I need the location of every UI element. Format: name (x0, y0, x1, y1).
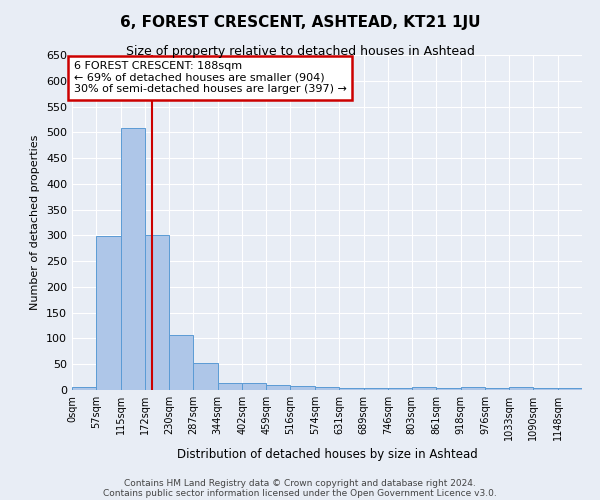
Text: Size of property relative to detached houses in Ashtead: Size of property relative to detached ho… (125, 45, 475, 58)
Bar (193, 363, 218, 390)
Bar (72, 388, 96, 390)
Bar (558, 388, 582, 390)
Text: Contains public sector information licensed under the Open Government Licence v3: Contains public sector information licen… (103, 488, 497, 498)
Bar (533, 388, 558, 390)
Bar (339, 388, 364, 390)
Bar (121, 128, 145, 390)
Text: Contains HM Land Registry data © Crown copyright and database right 2024.: Contains HM Land Registry data © Crown c… (124, 478, 476, 488)
Bar (388, 388, 412, 390)
Bar (96, 236, 121, 390)
Bar (266, 386, 290, 390)
Bar (242, 383, 266, 390)
X-axis label: Distribution of detached houses by size in Ashtead: Distribution of detached houses by size … (176, 448, 478, 462)
Text: 6 FOREST CRESCENT: 188sqm
← 69% of detached houses are smaller (904)
30% of semi: 6 FOREST CRESCENT: 188sqm ← 69% of detac… (74, 61, 347, 94)
Bar (509, 388, 533, 390)
Bar (145, 235, 169, 390)
Bar (364, 388, 388, 390)
Text: 6, FOREST CRESCENT, ASHTEAD, KT21 1JU: 6, FOREST CRESCENT, ASHTEAD, KT21 1JU (120, 15, 480, 30)
Bar (436, 388, 461, 390)
Bar (412, 388, 436, 390)
Bar (461, 388, 485, 390)
Bar (315, 388, 339, 390)
Y-axis label: Number of detached properties: Number of detached properties (31, 135, 40, 310)
Bar (290, 386, 315, 390)
Bar (485, 388, 509, 390)
Bar (218, 384, 242, 390)
Bar (169, 335, 193, 390)
